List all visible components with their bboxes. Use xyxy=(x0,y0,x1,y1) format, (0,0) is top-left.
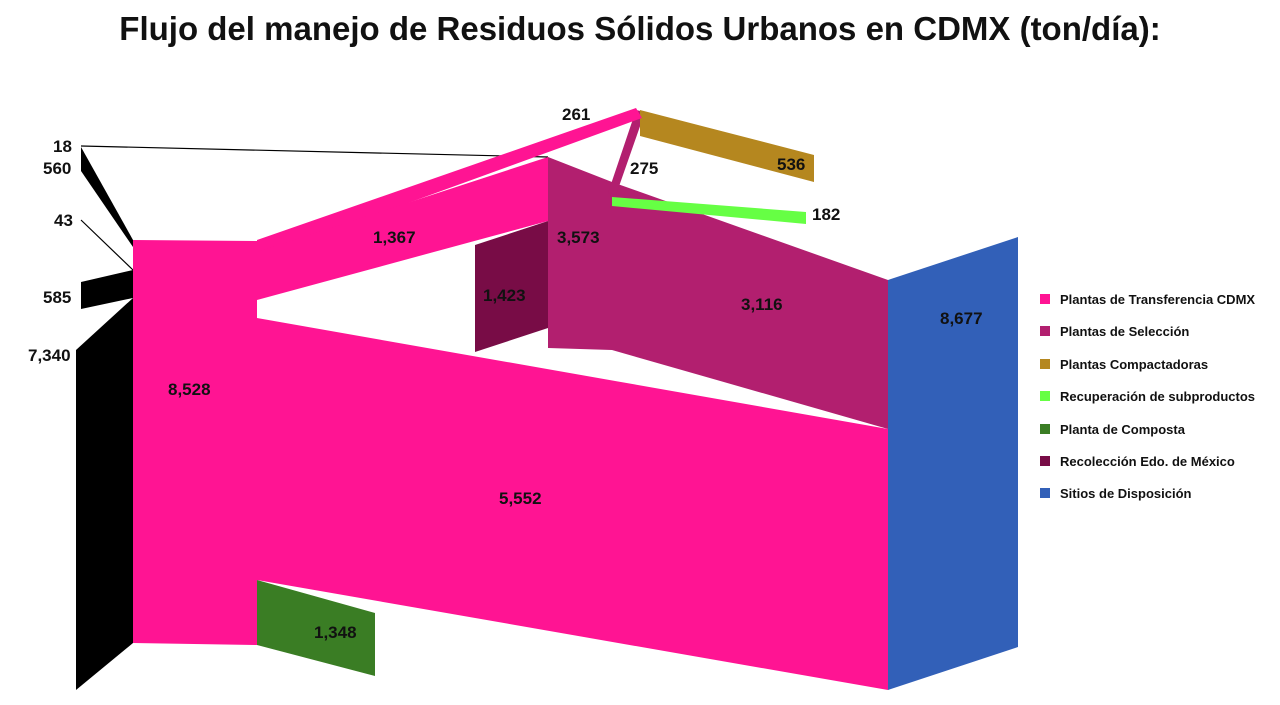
label-selection-total: 3,573 xyxy=(557,228,600,247)
label-transfer-to-disposal: 5,552 xyxy=(499,489,542,508)
legend-item: Plantas de Transferencia CDMX xyxy=(1040,292,1255,307)
legend-label: Plantas de Transferencia CDMX xyxy=(1060,292,1255,307)
selection-to-disposal-flow xyxy=(548,157,888,429)
input-stream-7340 xyxy=(76,298,133,690)
legend-item: Plantas Compactadoras xyxy=(1040,357,1208,372)
label-input-7340: 7,340 xyxy=(28,346,71,365)
label-input-18: 18 xyxy=(53,137,72,156)
input-stream-560 xyxy=(81,147,133,247)
label-disposal-total: 8,677 xyxy=(940,309,983,328)
legend-swatch xyxy=(1040,359,1050,369)
label-to-compactadoras: 261 xyxy=(562,105,590,124)
legend-label: Plantas Compactadoras xyxy=(1060,357,1208,372)
transfer-to-compactadoras-flow xyxy=(257,108,642,258)
legend-swatch xyxy=(1040,326,1050,336)
label-input-585: 585 xyxy=(43,288,71,307)
legend-label: Planta de Composta xyxy=(1060,422,1186,437)
legend-label: Recuperación de subproductos xyxy=(1060,389,1255,404)
legend-swatch xyxy=(1040,294,1050,304)
transfer-to-compost-flow xyxy=(257,580,375,676)
recovery-flow xyxy=(612,197,806,224)
label-input-560: 560 xyxy=(43,159,71,178)
label-compactadoras-total: 536 xyxy=(777,155,805,174)
legend-swatch xyxy=(1040,456,1050,466)
label-transfer-to-selection: 1,367 xyxy=(373,228,416,247)
legend-label: Sitios de Disposición xyxy=(1060,486,1192,501)
input-line-18 xyxy=(80,145,549,158)
legend-swatch xyxy=(1040,488,1050,498)
label-transfer-to-compost: 1,348 xyxy=(314,623,357,642)
legend-item: Recuperación de subproductos xyxy=(1040,389,1255,404)
compactadoras-to-recovery-stem xyxy=(608,110,645,195)
legend-label: Recolección Edo. de México xyxy=(1060,454,1235,469)
input-stream-585 xyxy=(81,270,133,309)
label-edomex-to-selection: 1,423 xyxy=(483,286,526,305)
transfer-main-block xyxy=(133,240,257,645)
legend-item: Plantas de Selección xyxy=(1040,324,1189,339)
disposal-sites-block xyxy=(888,237,1018,690)
transfer-to-selection-flow xyxy=(257,157,548,300)
label-recovery-total: 182 xyxy=(812,205,840,224)
transfer-to-disposal-flow xyxy=(257,318,888,690)
input-line-43 xyxy=(80,219,134,271)
edomex-to-selection-flow xyxy=(475,221,548,352)
legend-item: Recolección Edo. de México xyxy=(1040,454,1235,469)
legend-swatch xyxy=(1040,391,1050,401)
diagram-title: Flujo del manejo de Residuos Sólidos Urb… xyxy=(119,10,1161,47)
label-transfer-total: 8,528 xyxy=(168,380,211,399)
label-compactadoras-to-recovery: 275 xyxy=(630,159,658,178)
label-selection-to-disposal: 3,116 xyxy=(741,295,783,314)
label-input-43: 43 xyxy=(54,211,73,230)
legend-item: Sitios de Disposición xyxy=(1040,486,1192,501)
legend-label: Plantas de Selección xyxy=(1060,324,1189,339)
compactadoras-flow xyxy=(640,110,814,182)
legend: Plantas de Transferencia CDMX Plantas de… xyxy=(1040,292,1255,501)
legend-swatch xyxy=(1040,424,1050,434)
legend-item: Planta de Composta xyxy=(1040,422,1186,437)
